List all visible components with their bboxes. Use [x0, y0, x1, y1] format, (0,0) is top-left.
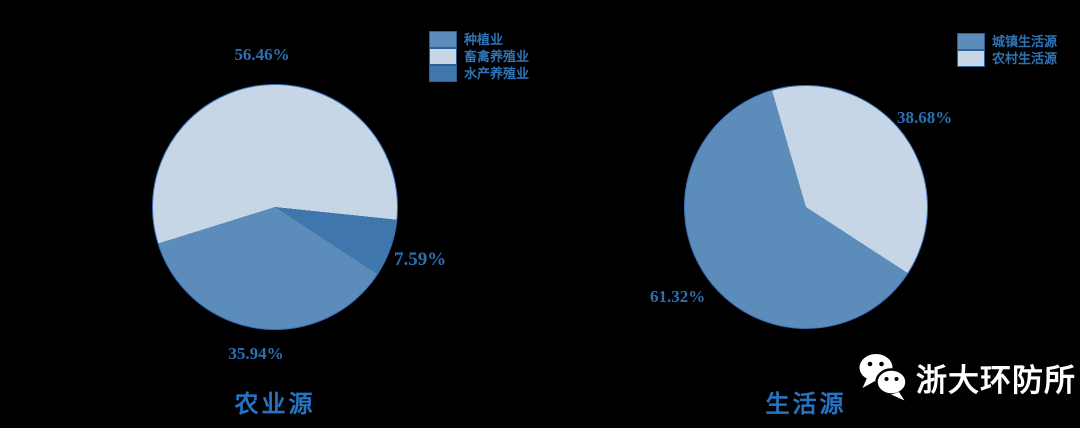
chart-title-living: 生活源	[765, 391, 847, 418]
legend-label-planting: 种植业	[464, 32, 504, 47]
legend-label-livestock: 畜禽养殖业	[464, 49, 530, 64]
wechat-icon	[859, 354, 908, 401]
legend-item-rural-living: 农村生活源	[957, 50, 1057, 67]
data-label-aquaculture: 7.59%	[394, 249, 447, 270]
legend-swatch-livestock	[429, 48, 457, 65]
legend-item-urban-living: 城镇生活源	[957, 33, 1057, 50]
chart-title-agricultural: 农业源	[234, 391, 316, 418]
legend-label-urban-living: 城镇生活源	[992, 34, 1058, 49]
legend-label-aquaculture: 水产养殖业	[464, 66, 530, 81]
pie-agricultural-source	[152, 84, 398, 330]
legend-swatch-rural-living	[957, 50, 985, 67]
data-label-livestock: 56.46%	[234, 45, 290, 64]
legend-swatch-planting	[429, 31, 457, 48]
watermark: 浙大环防所	[858, 352, 1076, 402]
legend-living: 城镇生活源 农村生活源	[957, 33, 1057, 67]
legend-item-livestock: 畜禽养殖业	[429, 48, 529, 65]
legend-item-planting: 种植业	[429, 31, 529, 48]
legend-label-rural-living: 农村生活源	[992, 51, 1058, 66]
pie-living-source	[684, 85, 928, 329]
legend-swatch-aquaculture	[429, 65, 457, 82]
data-label-urban-living: 61.32%	[650, 287, 706, 306]
legend-swatch-urban-living	[957, 33, 985, 50]
watermark-text: 浙大环防所	[916, 362, 1076, 398]
legend-agricultural: 种植业 畜禽养殖业 水产养殖业	[429, 31, 529, 82]
data-label-planting: 35.94%	[228, 344, 284, 363]
data-label-rural-living: 38.68%	[897, 108, 953, 127]
legend-item-aquaculture: 水产养殖业	[429, 65, 529, 82]
